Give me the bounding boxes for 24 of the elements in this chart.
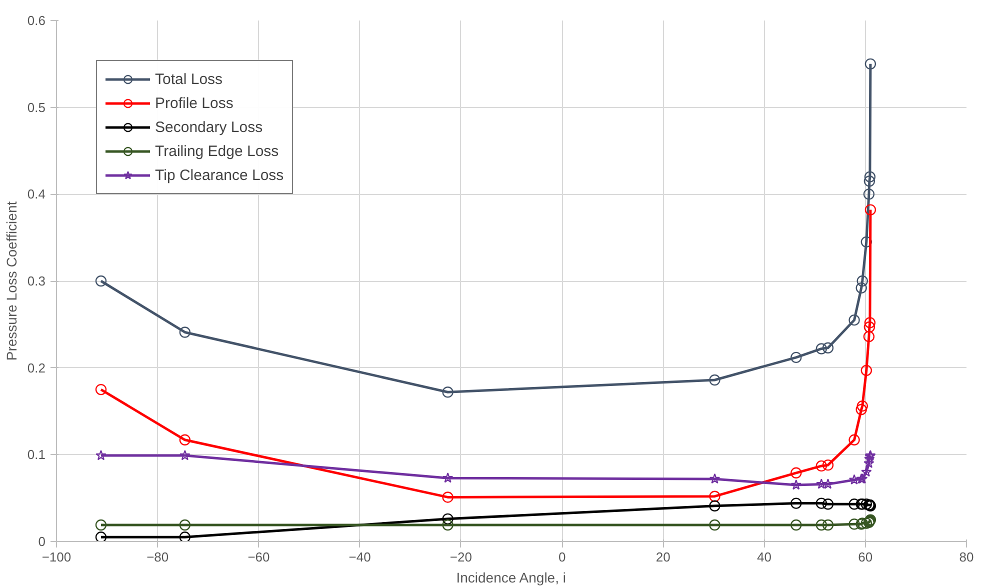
y-tick-label: 0.3 — [27, 274, 46, 288]
y-tick-label: 0 — [38, 534, 46, 549]
x-tick-label: 0 — [558, 550, 566, 564]
legend-label: Total Loss — [155, 70, 223, 88]
x-tick-label: −40 — [348, 550, 371, 564]
y-axis-title: Pressure Loss Coefficient — [3, 201, 20, 361]
y-tick-label: 0.6 — [27, 13, 46, 28]
legend-label: Profile Loss — [155, 94, 234, 112]
x-tick-label: 60 — [858, 550, 873, 564]
x-axis-title: Incidence Angle, i — [456, 570, 566, 586]
legend-label: Tip Clearance Loss — [155, 166, 284, 184]
x-tick-label: 20 — [656, 550, 670, 564]
legend-label: Secondary Loss — [155, 118, 263, 136]
y-tick-label: 0.4 — [27, 186, 46, 202]
y-tick-label: 0.5 — [27, 100, 46, 115]
y-tick-label: 0.1 — [27, 447, 46, 462]
x-tick-label: −20 — [450, 550, 472, 564]
x-tick-label: −80 — [146, 550, 169, 564]
legend-label: Trailing Edge Loss — [155, 142, 279, 160]
y-tick-label: 0.2 — [27, 360, 46, 376]
x-tick-label: −100 — [42, 550, 72, 564]
x-tick-label: 80 — [959, 550, 974, 564]
x-tick-label: 40 — [757, 550, 772, 564]
x-tick-label: −60 — [248, 550, 270, 564]
